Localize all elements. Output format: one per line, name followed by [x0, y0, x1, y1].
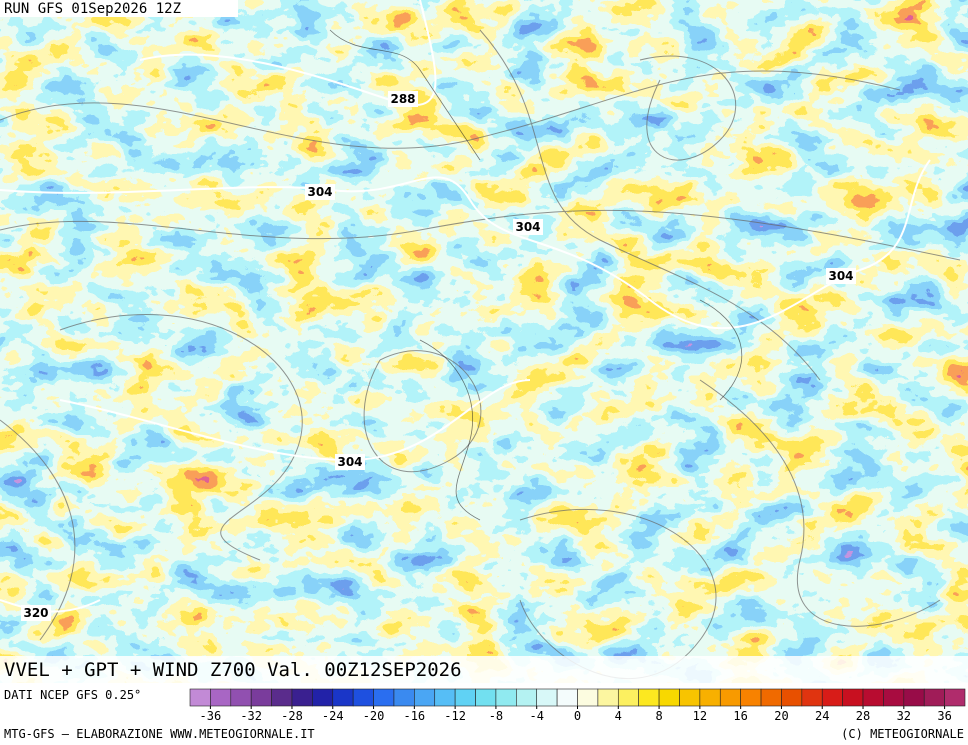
colorbar-swatch: [332, 688, 354, 707]
colorbar-tick-label: 28: [856, 709, 870, 723]
contour-label-box: [388, 91, 418, 107]
map: 288 304 304 304 304 320 RUN GFS 01Sep2026 12Z…: [0, 0, 968, 683]
colorbar-tick-label: -28: [281, 709, 303, 723]
colorbar-tick-label: -20: [363, 709, 385, 723]
colorbar-tick-label: -8: [489, 709, 503, 723]
colorbar-tick-label: 24: [815, 709, 829, 723]
colorbar-swatch: [944, 688, 966, 707]
contour-label: 304: [828, 269, 853, 283]
colorbar-swatch: [699, 688, 721, 707]
source-label: DATI NCEP GFS 0.25°: [4, 688, 141, 702]
contour-label-box: [21, 605, 51, 621]
colorbar-swatch: [312, 688, 334, 707]
colorbar-swatch: [801, 688, 823, 707]
coastlines: [329, 29, 743, 521]
contour-label: 320: [23, 606, 48, 620]
colorbar-swatch: [516, 688, 538, 707]
run-label: RUN GFS 01Sep2026 12Z: [4, 1, 181, 17]
colorbar-swatch: [189, 688, 211, 707]
vvel-field: [0, 0, 968, 683]
colorbar-swatch: [760, 688, 782, 707]
contour-label-box: [826, 268, 856, 284]
contour-labels: 288 304 304 304 304 320: [21, 91, 856, 621]
contour-label-box: [335, 454, 365, 470]
contour-label: 304: [307, 185, 332, 199]
colorbar-swatch: [454, 688, 476, 707]
colorbar-swatch: [617, 688, 639, 707]
colorbar: -36 -32 -28 -24 -20 -16 -12 -8 -4 0 4 8 12 16 20 24 28 32…: [189, 688, 966, 723]
colorbar-swatch: [414, 688, 436, 707]
colorbar-swatch: [597, 688, 619, 707]
colorbar-tick-label: 0: [574, 709, 581, 723]
colorbar-tick-label: -36: [200, 709, 222, 723]
run-label-box: [0, 0, 238, 17]
colorbar-swatch: [638, 688, 660, 707]
colorbar-tick-label: -4: [529, 709, 543, 723]
colorbar-swatch: [230, 688, 252, 707]
colorbar-swatch: [475, 688, 497, 707]
colorbar-swatch: [842, 688, 864, 707]
colorbar-swatch: [291, 688, 313, 707]
contour-label-box: [513, 219, 543, 235]
colorbar-swatch: [495, 688, 517, 707]
colorbar-swatch: [577, 688, 599, 707]
colorbar-swatch: [821, 688, 843, 707]
colorbar-swatch: [434, 688, 456, 707]
map-title: VVEL + GPT + WIND Z700 Val. 00Z12SEP2026: [4, 659, 462, 681]
colorbar-swatch: [883, 688, 905, 707]
credit-right: (C) METEOGIORNALE: [841, 727, 964, 741]
colorbar-tick-label: 8: [655, 709, 662, 723]
title-box: [0, 656, 968, 683]
contour-label: 304: [515, 220, 540, 234]
contour-label: 288: [390, 92, 415, 106]
colorbar-swatch: [923, 688, 945, 707]
colorbar-swatch: [781, 688, 803, 707]
colorbar-tick-label: -16: [403, 709, 425, 723]
colorbar-swatch: [658, 688, 680, 707]
colorbar-swatch: [862, 688, 884, 707]
colorbar-tick-label: -32: [240, 709, 262, 723]
colorbar-tick-label: 12: [693, 709, 707, 723]
colorbar-swatch: [250, 688, 272, 707]
colorbar-swatch: [719, 688, 741, 707]
colorbar-swatch: [536, 688, 558, 707]
colorbar-tick-label: 4: [615, 709, 622, 723]
colorbar-tick-label: 16: [733, 709, 747, 723]
colorbar-swatch: [679, 688, 701, 707]
colorbar-tick-label: 20: [774, 709, 788, 723]
colorbar-tick-label: 36: [937, 709, 951, 723]
credit-left: MTG-GFS — ELABORAZIONE WWW.METEOGIORNALE…: [4, 727, 315, 741]
colorbar-swatch: [373, 688, 395, 707]
colorbar-swatch: [210, 688, 232, 707]
colorbar-swatch: [352, 688, 374, 707]
contour-label: 304: [337, 455, 362, 469]
contour-label-box: [305, 184, 335, 200]
colorbar-tick-label: 32: [897, 709, 911, 723]
colorbar-tick-label: -24: [322, 709, 344, 723]
colorbar-tick-label: -12: [444, 709, 466, 723]
colorbar-swatch: [903, 688, 925, 707]
colorbar-swatch: [271, 688, 293, 707]
colorbar-swatch: [556, 688, 578, 707]
colorbar-swatch: [740, 688, 762, 707]
colorbar-swatch: [393, 688, 415, 707]
